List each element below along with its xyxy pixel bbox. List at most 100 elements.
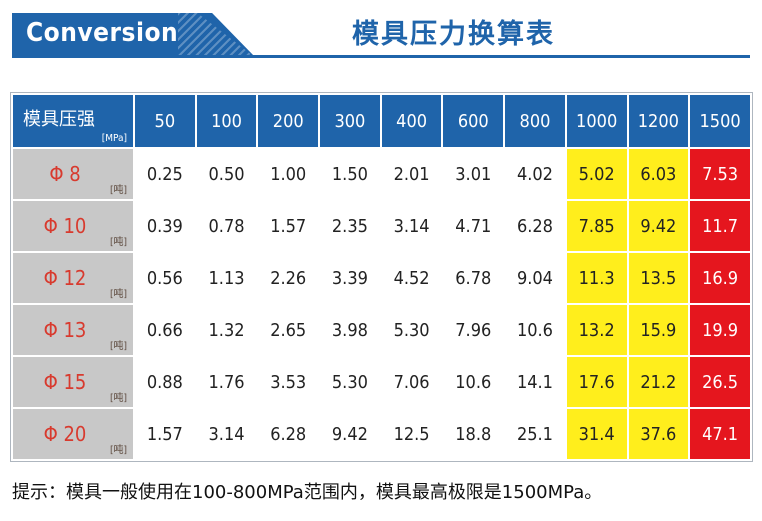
table-cell: 19.9 [690, 305, 750, 355]
table-cell: 1.32 [196, 305, 257, 355]
table-cell: 26.5 [690, 357, 750, 407]
banner [12, 13, 256, 58]
table-cell: 15.9 [628, 305, 689, 355]
column-header: 50 [135, 95, 195, 147]
column-header: 300 [320, 95, 380, 147]
conversion-table: 模具压强 [MPa] 50 100 200 300 400 600 800 1000 1200 1… [10, 92, 753, 462]
table-cell: 1.50 [320, 149, 380, 199]
column-header: 400 [381, 95, 442, 147]
table-cell: 3.39 [320, 253, 380, 303]
row-unit: [吨] [109, 289, 127, 300]
table-cell: 17.6 [566, 357, 627, 407]
row-label: Φ 13 [43, 318, 87, 342]
row-header: Φ 8 [吨] [13, 149, 133, 199]
table-cell: 0.25 [135, 149, 195, 199]
table-row: Φ 10 [吨] 0.39 0.78 1.57 2.35 3.14 4.71 6.28 7.85 9… [13, 201, 750, 251]
table-cell: 4.52 [381, 253, 442, 303]
table-cell: 37.6 [628, 409, 689, 459]
table-header-row: 模具压强 [MPa] 50 100 200 300 400 600 800 1000 1200 1… [13, 95, 750, 147]
table-row: Φ 15 [吨] 0.88 1.76 3.53 5.30 7.06 10.6 14.1 17.6 2… [13, 357, 750, 407]
table-cell: 6.28 [258, 409, 319, 459]
table-cell: 3.14 [381, 201, 442, 251]
row-header: Φ 10 [吨] [13, 201, 133, 251]
row-unit: [吨] [109, 445, 127, 456]
table-row: Φ 12 [吨] 0.56 1.13 2.26 3.39 4.52 6.78 9.04 11.3 1… [13, 253, 750, 303]
row-unit: [吨] [109, 237, 127, 248]
table-cell: 7.53 [690, 149, 750, 199]
row-header: Φ 20 [吨] [13, 409, 133, 459]
table-cell: 3.14 [196, 409, 257, 459]
row-label: Φ 20 [43, 422, 87, 446]
corner-header: 模具压强 [MPa] [13, 95, 133, 147]
table-cell: 9.04 [505, 253, 565, 303]
header: Conversion 模具压力换算表 [0, 0, 762, 62]
row-label: Φ 10 [43, 214, 87, 238]
table-cell: 1.00 [258, 149, 319, 199]
table-cell: 5.02 [566, 149, 627, 199]
table-cell: 0.39 [135, 201, 195, 251]
column-header: 600 [443, 95, 504, 147]
table-cell: 7.85 [566, 201, 627, 251]
table-cell: 47.1 [690, 409, 750, 459]
row-header: Φ 12 [吨] [13, 253, 133, 303]
table-cell: 1.57 [135, 409, 195, 459]
table-row: Φ 20 [吨] 1.57 3.14 6.28 9.42 12.5 18.8 25.1 31.4 3… [13, 409, 750, 459]
table-cell: 1.76 [196, 357, 257, 407]
row-unit: [吨] [109, 341, 127, 352]
row-label: Φ 8 [49, 162, 81, 186]
table-cell: 0.66 [135, 305, 195, 355]
table-cell: 2.35 [320, 201, 380, 251]
table-cell: 31.4 [566, 409, 627, 459]
table-cell: 13.5 [628, 253, 689, 303]
table-cell: 14.1 [505, 357, 565, 407]
column-header: 100 [196, 95, 257, 147]
table-cell: 5.30 [320, 357, 380, 407]
table-row: Φ 13 [吨] 0.66 1.32 2.65 3.98 5.30 7.96 10.6 13.2 1… [13, 305, 750, 355]
page-title: 模具压力换算表 [352, 19, 555, 50]
row-label: Φ 15 [43, 370, 87, 394]
table-cell: 9.42 [628, 201, 689, 251]
table-cell: 18.8 [443, 409, 504, 459]
corner-label: 模具压强 [23, 109, 95, 130]
corner-unit: [MPa] [101, 133, 127, 144]
table-row: Φ 8 [吨] 0.25 0.50 1.00 1.50 2.01 3.01 4.02 5.02 6.… [13, 149, 750, 199]
table-cell: 1.13 [196, 253, 257, 303]
table-cell: 9.42 [320, 409, 380, 459]
table-body: Φ 8 [吨] 0.25 0.50 1.00 1.50 2.01 3.01 4.02 5.02 6.… [13, 149, 750, 459]
table-cell: 11.7 [690, 201, 750, 251]
table-cell: 11.3 [566, 253, 627, 303]
table-cell: 25.1 [505, 409, 565, 459]
table-cell: 2.65 [258, 305, 319, 355]
banner-text: Conversion [26, 18, 179, 48]
table-cell: 2.26 [258, 253, 319, 303]
table-cell: 13.2 [566, 305, 627, 355]
table-cell: 3.01 [443, 149, 504, 199]
column-header: 800 [505, 95, 565, 147]
table-cell: 0.88 [135, 357, 195, 407]
table-cell: 0.56 [135, 253, 195, 303]
table-cell: 10.6 [505, 305, 565, 355]
row-label: Φ 12 [43, 266, 87, 290]
column-header: 1000 [566, 95, 627, 147]
table-cell: 7.96 [443, 305, 504, 355]
table-cell: 16.9 [690, 253, 750, 303]
table-cell: 6.28 [505, 201, 565, 251]
table-cell: 2.01 [381, 149, 442, 199]
column-header: 1500 [690, 95, 750, 147]
table-cell: 6.03 [628, 149, 689, 199]
table-cell: 6.78 [443, 253, 504, 303]
table-cell: 12.5 [381, 409, 442, 459]
table-cell: 3.98 [320, 305, 380, 355]
footnote: 提示：模具一般使用在100-800MPa范围内，模具最高极限是1500MPa。 [12, 482, 603, 503]
column-header: 200 [258, 95, 319, 147]
table-cell: 4.71 [443, 201, 504, 251]
row-unit: [吨] [109, 185, 127, 196]
row-header: Φ 15 [吨] [13, 357, 133, 407]
table-cell: 0.78 [196, 201, 257, 251]
column-header: 1200 [628, 95, 689, 147]
table-cell: 1.57 [258, 201, 319, 251]
row-header: Φ 13 [吨] [13, 305, 133, 355]
table-cell: 21.2 [628, 357, 689, 407]
table-cell: 7.06 [381, 357, 442, 407]
row-unit: [吨] [109, 393, 127, 404]
